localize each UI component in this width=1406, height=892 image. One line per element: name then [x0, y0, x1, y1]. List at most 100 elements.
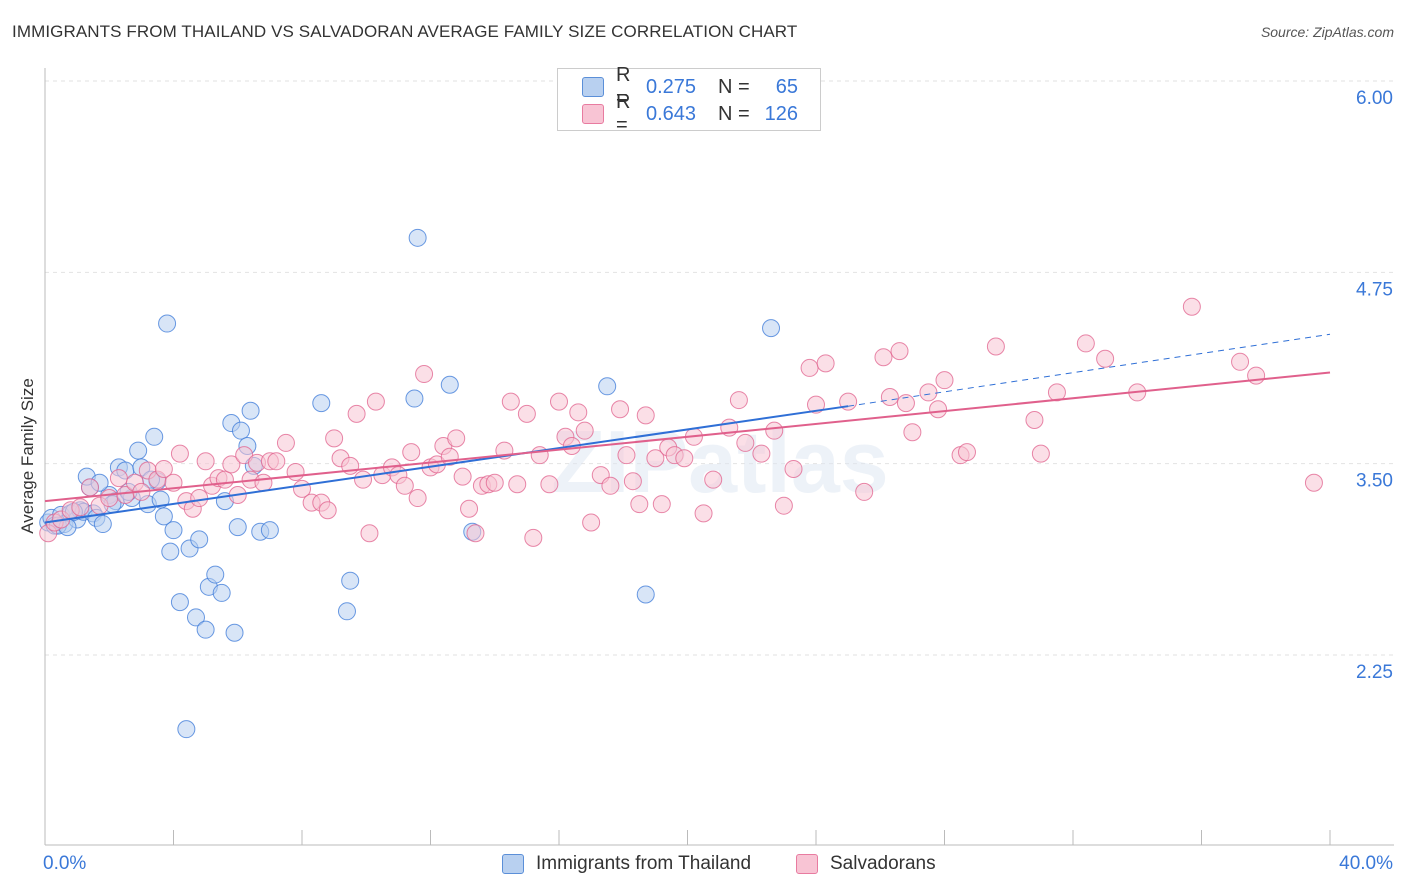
data-point: [466, 524, 485, 543]
y-tick-label: 3.50: [1356, 471, 1393, 492]
data-point: [196, 620, 215, 639]
data-point: [800, 358, 819, 377]
data-point: [212, 583, 231, 602]
tick-labels: 2.25 3.50 4.75 6.00 0.0% 40.0%: [43, 88, 1393, 874]
data-point: [935, 371, 954, 390]
data-point: [366, 392, 385, 411]
legend-r-value: 0.275: [646, 75, 697, 98]
data-point: [636, 406, 655, 425]
data-point: [267, 452, 286, 471]
data-point: [341, 571, 360, 590]
data-point: [154, 507, 173, 526]
data-point: [729, 391, 748, 410]
legend-n-value: 126: [764, 102, 798, 125]
data-point: [630, 495, 649, 514]
data-point: [325, 429, 344, 448]
data-point: [903, 423, 922, 442]
data-point: [623, 472, 642, 491]
legend-n-label: N =: [718, 102, 750, 125]
data-point: [312, 394, 331, 413]
legend-row-salvadoran: R = 0.643 N = 126: [582, 91, 798, 136]
bottom-legend-swatch-salvadoran: [796, 854, 818, 874]
data-point: [694, 504, 713, 523]
data-point: [508, 475, 527, 494]
data-point: [1076, 334, 1095, 353]
legend-n-value: 65: [775, 75, 798, 98]
bottom-legend-swatch-thailand: [502, 854, 524, 874]
data-point: [784, 459, 803, 478]
data-point: [880, 388, 899, 407]
data-point: [415, 365, 434, 384]
data-point: [762, 319, 781, 338]
axes: [44, 68, 1394, 846]
data-point: [231, 421, 250, 440]
data-point: [601, 476, 620, 495]
data-point: [228, 518, 247, 537]
data-point: [617, 446, 636, 465]
data-point: [286, 463, 305, 482]
data-point: [774, 496, 793, 515]
data-point: [215, 470, 234, 489]
data-point: [254, 473, 273, 492]
x-tick-label-max: 40.0%: [1339, 853, 1393, 874]
legend-n-label: N =: [718, 75, 750, 98]
bottom-legend-salvadoran: Salvadorans: [796, 852, 936, 876]
data-point: [575, 421, 594, 440]
bottom-legend-label-salvadoran: Salvadorans: [830, 853, 936, 874]
trendline-thailand: [44, 405, 849, 524]
data-point: [929, 400, 948, 419]
data-point: [100, 489, 119, 508]
data-point: [447, 429, 466, 448]
data-point: [196, 452, 215, 471]
legend-r-label: R =: [616, 64, 631, 109]
data-point: [675, 449, 694, 468]
correlation-legend: R = 0.275 N = 65 R = 0.643 N = 126: [557, 64, 821, 136]
data-point: [402, 443, 421, 462]
data-point: [129, 441, 148, 460]
data-point: [1047, 383, 1066, 402]
data-point: [765, 421, 784, 440]
data-point: [485, 473, 504, 492]
data-point: [704, 470, 723, 489]
trendlines: [44, 333, 1331, 524]
data-point: [807, 395, 825, 414]
data-point: [71, 498, 90, 517]
gridlines: [45, 80, 1394, 656]
data-point: [260, 521, 279, 540]
data-point: [540, 475, 559, 494]
data-point: [598, 377, 617, 396]
data-point: [405, 389, 424, 408]
legend-swatch-salvadoran: [582, 104, 604, 124]
series-salvadoran: [39, 297, 1323, 547]
data-point: [611, 400, 630, 419]
data-point: [1025, 410, 1044, 429]
legend-row-thailand: R = 0.275 N = 65: [582, 64, 798, 109]
data-point: [337, 602, 356, 621]
source-label: Source: ZipAtlas.com: [1260, 24, 1394, 40]
data-point: [222, 455, 241, 474]
data-point: [460, 499, 479, 518]
data-point: [360, 524, 379, 543]
data-point: [347, 404, 366, 423]
data-point: [408, 228, 427, 247]
legend-swatch-thailand: [582, 77, 604, 97]
x-tick-label-min: 0.0%: [43, 853, 86, 874]
bottom-legend-thailand: Immigrants from Thailand: [502, 852, 751, 876]
data-point: [276, 433, 295, 452]
data-point: [855, 482, 874, 501]
data-point: [896, 394, 915, 413]
data-point: [550, 392, 568, 411]
data-point: [524, 528, 543, 547]
data-point: [170, 593, 189, 612]
y-tick-label: 4.75: [1356, 279, 1393, 300]
data-point: [501, 392, 520, 411]
data-point: [569, 403, 588, 422]
data-point: [225, 623, 244, 642]
data-point: [395, 476, 414, 495]
data-point: [816, 354, 835, 373]
data-point: [986, 337, 1005, 356]
chart-title: IMMIGRANTS FROM THAILAND VS SALVADORAN A…: [12, 22, 798, 41]
data-point: [890, 342, 909, 361]
data-point: [93, 515, 112, 534]
